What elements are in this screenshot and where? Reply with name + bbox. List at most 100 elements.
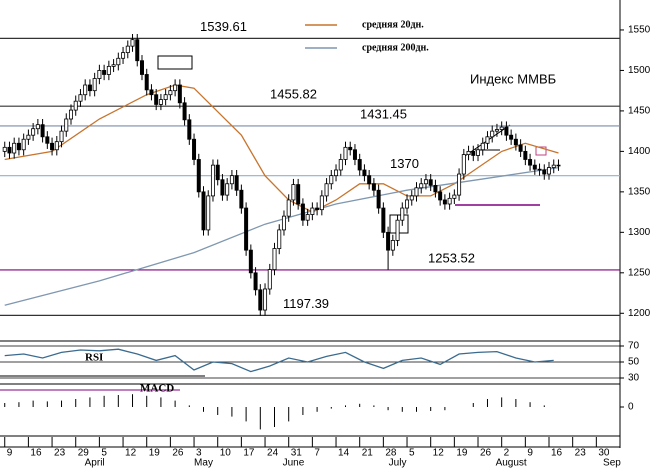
- candle-body: [2, 146, 7, 152]
- candle-body: [121, 52, 126, 59]
- candle-body: [168, 90, 173, 96]
- legend-label: средняя 200дн.: [362, 42, 429, 53]
- candle-body: [177, 84, 182, 104]
- candle-body: [116, 57, 121, 66]
- x-tick-label: 19: [456, 448, 468, 459]
- candle-body: [428, 179, 433, 186]
- candle-body: [457, 173, 462, 196]
- candle-body: [149, 89, 154, 96]
- candle-body: [16, 142, 21, 151]
- candle-body: [68, 109, 73, 120]
- box: [535, 146, 547, 156]
- chart-title: Индекс ММВБ: [470, 71, 556, 86]
- candle-body: [54, 141, 59, 151]
- candle-body: [490, 130, 495, 138]
- candle-body: [40, 124, 45, 138]
- x-tick-label: 10: [220, 448, 232, 459]
- x-tick-label: 28: [385, 448, 397, 459]
- candle-body: [26, 134, 31, 140]
- candle-body: [329, 175, 334, 185]
- candle-body: [234, 175, 239, 191]
- moving-average: [4, 166, 559, 306]
- candle-body: [125, 45, 130, 54]
- candle-body: [381, 207, 386, 233]
- candle-body: [258, 289, 263, 311]
- candle-body: [286, 199, 291, 217]
- candle-body: [367, 175, 372, 185]
- candle-body: [173, 84, 178, 92]
- candle-body: [386, 231, 391, 251]
- candle-body: [319, 195, 324, 211]
- candle-body: [315, 207, 320, 211]
- candle-body: [461, 154, 466, 175]
- candle-body: [263, 288, 268, 311]
- x-tick-label: 26: [172, 448, 184, 459]
- x-tick-label: 24: [267, 448, 279, 459]
- candle-body: [409, 195, 414, 201]
- candle-body: [324, 183, 329, 197]
- x-tick-label: 29: [78, 448, 90, 459]
- box: [157, 55, 193, 70]
- candle-body: [102, 70, 107, 75]
- candle-body: [248, 249, 253, 274]
- x-tick-label: 9: [527, 448, 533, 459]
- candle-body: [509, 134, 514, 140]
- x-tick-label: 19: [149, 448, 161, 459]
- candle-body: [528, 159, 533, 166]
- candle-body: [277, 229, 282, 249]
- candle-body: [334, 169, 339, 177]
- candle-body: [551, 164, 556, 168]
- candle-body: [50, 142, 55, 151]
- candle-body: [476, 149, 481, 156]
- x-tick-label: 16: [30, 448, 42, 459]
- x-tick-label: 30: [598, 448, 610, 459]
- candle-body: [97, 70, 102, 79]
- candle-body: [423, 179, 428, 185]
- candle-body: [556, 164, 561, 167]
- candle-body: [390, 240, 395, 251]
- candle-body: [163, 94, 168, 100]
- candle-body: [272, 248, 277, 270]
- x-tick-label: 23: [575, 448, 587, 459]
- x-tick-label: 3: [196, 448, 202, 459]
- level-label: 1455.82: [270, 87, 317, 102]
- candle-body: [338, 159, 343, 171]
- candle-body: [310, 207, 315, 215]
- y-tick-label: 1300: [628, 227, 650, 238]
- candle-body: [182, 102, 187, 121]
- candle-body: [64, 118, 69, 132]
- candle-body: [225, 183, 230, 196]
- y-tick-label: 70: [628, 341, 640, 352]
- candle-body: [45, 136, 50, 144]
- candle-body: [139, 60, 144, 75]
- month-label: April: [85, 458, 105, 468]
- x-tick-label: 9: [7, 448, 13, 459]
- candle-body: [357, 159, 362, 171]
- candle-body: [433, 184, 438, 193]
- candle-body: [267, 269, 272, 290]
- x-tick-label: 14: [338, 448, 350, 459]
- y-tick-label: 1450: [628, 106, 650, 117]
- candle-body: [196, 159, 201, 193]
- candle-body: [111, 64, 116, 67]
- panel-label: RSI: [85, 352, 103, 364]
- level-label: 1253.52: [428, 250, 475, 265]
- candle-body: [518, 144, 523, 152]
- candle-body: [12, 142, 17, 154]
- candle-body: [244, 207, 249, 251]
- month-label: May: [194, 458, 213, 468]
- x-tick-label: 7: [314, 448, 320, 459]
- month-label: July: [389, 458, 407, 468]
- candle-body: [154, 94, 159, 105]
- candle-body: [305, 214, 310, 221]
- candle-body: [376, 189, 381, 209]
- candle-body: [532, 164, 537, 170]
- x-tick-label: 23: [54, 448, 66, 459]
- candle-body: [35, 124, 40, 130]
- candle-body: [438, 191, 443, 201]
- candle-body: [106, 65, 111, 75]
- x-tick-label: 31: [291, 448, 303, 459]
- candle-body: [21, 138, 26, 151]
- candle-body: [192, 138, 197, 160]
- candle-body: [362, 169, 367, 177]
